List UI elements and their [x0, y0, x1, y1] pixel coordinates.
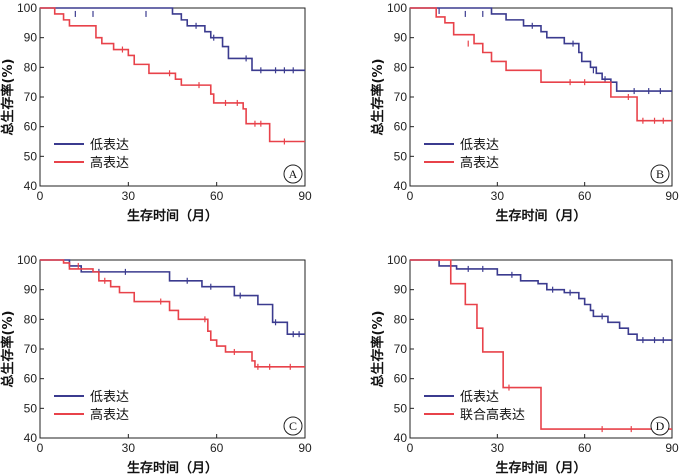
legend-entry: 高表达 — [90, 155, 129, 171]
panel-letter-circle — [283, 416, 303, 436]
survival-curve-low — [410, 259, 672, 341]
x-tick-label: 60 — [578, 189, 592, 203]
y-axis-label: 总生存率(%) — [370, 59, 386, 136]
y-tick-label: 70 — [394, 90, 408, 104]
panel-letter: A — [289, 167, 298, 181]
y-tick-label: 90 — [394, 283, 408, 297]
survival-curve-low — [410, 7, 672, 92]
y-tick-label: 90 — [24, 31, 38, 45]
legend-entry: 联合高表达 — [460, 407, 525, 423]
y-tick-label: 100 — [17, 1, 37, 15]
y-tick-label: 100 — [17, 253, 37, 267]
survival-curve-low — [40, 259, 305, 335]
y-tick-label: 40 — [394, 179, 408, 193]
legend-entry: 高表达 — [460, 155, 499, 171]
x-tick-label: 0 — [407, 189, 414, 203]
survival-curve-high — [40, 7, 305, 143]
panel-letter-circle — [650, 416, 670, 436]
y-tick-label: 80 — [24, 312, 38, 326]
x-tick-label: 90 — [665, 189, 679, 203]
legend-entry: 高表达 — [90, 407, 129, 423]
y-tick-label: 50 — [24, 401, 38, 415]
y-tick-label: 40 — [24, 179, 38, 193]
x-tick-label: 30 — [491, 441, 505, 455]
x-axis-label: 生存时间（月） — [495, 460, 586, 475]
panel-letter: B — [656, 167, 664, 181]
y-tick-label: 70 — [24, 342, 38, 356]
x-tick-label: 0 — [37, 441, 44, 455]
panel-letter-circle — [650, 164, 670, 184]
panel-letter: C — [289, 419, 297, 433]
plot-frame — [39, 7, 306, 187]
x-tick-label: 30 — [491, 189, 505, 203]
x-tick-label: 0 — [37, 189, 44, 203]
legend-entry: 低表达 — [460, 138, 499, 153]
x-tick-label: 60 — [210, 441, 224, 455]
plot-frame — [39, 259, 306, 439]
legend-entry: 低表达 — [460, 390, 499, 405]
y-tick-label: 100 — [387, 1, 407, 15]
y-tick-label: 50 — [394, 401, 408, 415]
y-axis-label: 总生存率(%) — [370, 311, 386, 388]
survival-curve-high — [40, 259, 305, 368]
survival-curve-low — [40, 7, 305, 72]
y-tick-label: 60 — [394, 372, 408, 386]
x-tick-label: 0 — [407, 441, 414, 455]
chart-panel-b: 40 50 60 70 80 90 100 0 30 60 90 生存时间（月） 总生存率(%) 低表达高… — [370, 1, 679, 224]
panel-letter: D — [656, 419, 665, 433]
y-tick-label: 80 — [24, 60, 38, 74]
y-tick-label: 80 — [394, 60, 408, 74]
x-axis-label: 生存时间（月） — [495, 208, 586, 224]
y-tick-label: 40 — [394, 431, 408, 445]
x-axis-label: 生存时间（月） — [127, 460, 218, 475]
y-tick-label: 60 — [24, 120, 38, 134]
x-tick-label: 30 — [122, 441, 136, 455]
x-tick-label: 90 — [298, 441, 312, 455]
x-tick-label: 30 — [122, 189, 136, 203]
legend-entry: 低表达 — [90, 138, 129, 153]
y-tick-label: 70 — [24, 90, 38, 104]
y-tick-label: 50 — [24, 149, 38, 163]
survival-curve-high — [410, 259, 672, 430]
chart-panel-c: 40 50 60 70 80 90 100 0 30 60 90 生存时间（月） 总生存率(%) 低表达高… — [0, 253, 312, 475]
x-tick-label: 90 — [665, 441, 679, 455]
x-tick-label: 90 — [298, 189, 312, 203]
panel-letter-circle — [283, 164, 303, 184]
y-tick-label: 60 — [394, 120, 408, 134]
y-tick-label: 90 — [24, 283, 38, 297]
y-axis-label: 总生存率(%) — [0, 311, 16, 388]
y-tick-label: 60 — [24, 372, 38, 386]
y-tick-label: 70 — [394, 342, 408, 356]
x-axis-label: 生存时间（月） — [127, 208, 218, 224]
y-tick-label: 80 — [394, 312, 408, 326]
y-tick-label: 90 — [394, 31, 408, 45]
x-tick-label: 60 — [578, 441, 592, 455]
y-tick-label: 100 — [387, 253, 407, 267]
x-tick-label: 60 — [210, 189, 224, 203]
survival-curve-high — [410, 7, 672, 122]
legend-entry: 低表达 — [90, 390, 129, 405]
y-tick-label: 50 — [394, 149, 408, 163]
y-axis-label: 总生存率(%) — [0, 59, 16, 136]
chart-panel-d: 40 50 60 70 80 90 100 0 30 60 90 生存时间（月） 总生存率(%) 低表达联… — [370, 253, 679, 475]
y-tick-label: 40 — [24, 431, 38, 445]
chart-panel-a: 40 50 60 70 80 90 100 0 30 60 90 生存时间（月） 总生存率(%) 低表达高… — [0, 1, 312, 224]
